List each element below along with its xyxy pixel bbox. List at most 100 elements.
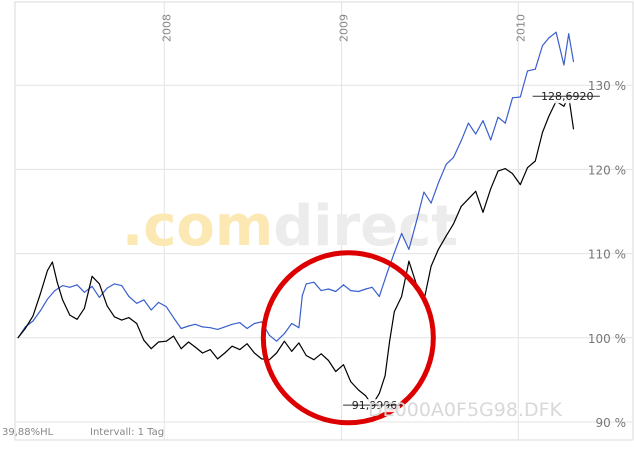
series-1-point <box>150 309 152 311</box>
series-1-point <box>408 248 410 250</box>
series-1-point <box>291 323 293 324</box>
interval-label: Intervall: 1 Tag <box>90 427 164 438</box>
series-1-point <box>32 320 34 322</box>
series-1-point <box>69 286 71 288</box>
series-2-point <box>393 311 395 313</box>
series-2-point <box>527 167 528 169</box>
series-2-point <box>313 359 315 361</box>
series-2-point <box>291 350 293 352</box>
series-1-point <box>231 323 233 325</box>
series-1-point <box>202 326 203 328</box>
x-tick-label: 2010 <box>514 14 527 42</box>
chart-frame <box>14 1 634 441</box>
series-2-point <box>358 389 359 391</box>
series-2-point <box>51 261 53 263</box>
series-2-point <box>188 341 189 343</box>
series-1-point <box>386 272 388 274</box>
series-2-point <box>217 358 219 360</box>
series-2-point <box>173 335 174 337</box>
series-2-point <box>437 248 439 250</box>
series-2-point <box>47 269 48 271</box>
series-2-point <box>202 352 203 354</box>
series-1-point <box>301 295 303 297</box>
series-1-point <box>358 291 359 292</box>
series-1-point <box>136 302 138 304</box>
series-1-point <box>106 287 108 289</box>
series-1-point <box>452 157 454 159</box>
series-1-point <box>350 290 352 292</box>
series-2-point <box>194 346 196 348</box>
series-2-point <box>497 170 499 172</box>
series-2-point <box>261 358 263 360</box>
series-1-point <box>423 191 425 193</box>
series-2-point <box>563 105 565 107</box>
series-2-point <box>239 349 241 351</box>
series-1-point <box>224 326 226 328</box>
series-2-point <box>32 315 34 317</box>
series-2-point <box>328 360 329 361</box>
series-2-point <box>378 392 380 394</box>
series-1-point <box>83 291 85 293</box>
series-1-point <box>512 97 513 99</box>
series-1-point <box>47 298 48 300</box>
series-2-point <box>209 349 211 351</box>
series-2-point <box>268 359 270 361</box>
series-1-point <box>437 182 439 184</box>
series-1-point <box>246 328 248 329</box>
series-2-point <box>136 323 138 324</box>
series-2-point <box>534 160 536 162</box>
series-1-point <box>39 310 41 312</box>
series-2-point <box>452 223 454 225</box>
series-2-point <box>467 198 469 200</box>
series-2-point <box>430 265 432 267</box>
series-2-point <box>76 318 78 320</box>
series-1-point <box>445 163 447 165</box>
series-1-point <box>401 232 403 234</box>
series-2-point <box>460 205 462 207</box>
series-1-point <box>497 116 499 118</box>
series-2-point <box>276 352 278 354</box>
series-2-point <box>490 188 492 190</box>
series-2-point <box>121 319 123 321</box>
series-1-point <box>209 327 211 329</box>
series-1-point <box>504 122 506 124</box>
series-1-point <box>563 64 565 66</box>
series-1-point <box>573 61 574 63</box>
series-1-point <box>313 281 315 283</box>
series-2-point <box>389 341 390 343</box>
symbol-watermark: DE000A0F5G98.DFK <box>368 399 563 421</box>
y-tick-label: 100 % <box>588 332 626 346</box>
series-1-point <box>475 133 477 135</box>
series-2-point <box>246 343 248 345</box>
series-1-point <box>158 301 159 303</box>
label-group: 128,6920 91,9996 <box>343 90 600 413</box>
series-2-point <box>143 339 145 341</box>
highlight-circle <box>260 250 436 426</box>
series-2-point <box>62 299 64 301</box>
x-tick-label: 2008 <box>160 14 173 42</box>
series-1-point <box>283 333 285 335</box>
series-2-point <box>83 307 85 309</box>
series-2-point <box>56 281 58 283</box>
series-1-point <box>217 328 219 330</box>
series-2-point <box>17 337 19 339</box>
y-tick-label: 110 % <box>588 248 626 262</box>
y-tick-label: 130 % <box>588 79 626 93</box>
series-1-point <box>548 37 550 39</box>
series-1-point <box>430 202 432 204</box>
series-2-point <box>98 283 100 285</box>
series-1-point <box>194 323 196 325</box>
series-1-point <box>335 291 337 292</box>
series-2-point <box>512 173 513 175</box>
series-2-point <box>231 345 233 347</box>
series-1-point <box>328 288 329 290</box>
footer-left-label: 39,88%HL <box>2 427 54 438</box>
series-1-point <box>98 296 100 298</box>
series-2-point <box>504 168 506 170</box>
series-2-point <box>350 381 352 383</box>
series-1-point <box>371 286 373 288</box>
series-2-point <box>106 305 108 307</box>
svg-text:.comdirect: .comdirect <box>122 194 458 259</box>
series-2-point <box>519 184 521 186</box>
